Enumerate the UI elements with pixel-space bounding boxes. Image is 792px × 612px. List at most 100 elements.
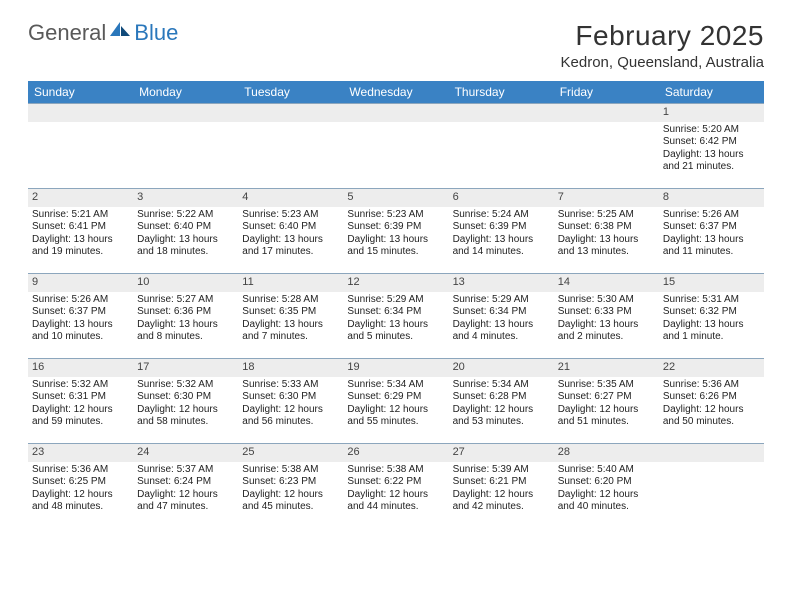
- sunset-text: Sunset: 6:35 PM: [242, 306, 339, 319]
- day-cell: 1Sunrise: 5:20 AMSunset: 6:42 PMDaylight…: [659, 104, 764, 188]
- page-header: General Blue February 2025 Kedron, Queen…: [28, 20, 764, 71]
- daylight-text: Daylight: 13 hours and 1 minute.: [663, 319, 760, 344]
- day-cell: 19Sunrise: 5:34 AMSunset: 6:29 PMDayligh…: [343, 359, 448, 443]
- daylight-text: Daylight: 13 hours and 21 minutes.: [663, 149, 760, 174]
- day-number: 20: [449, 359, 554, 377]
- sunrise-text: Sunrise: 5:22 AM: [137, 209, 234, 222]
- day-body: Sunrise: 5:28 AMSunset: 6:35 PMDaylight:…: [238, 294, 343, 348]
- week-row: 23Sunrise: 5:36 AMSunset: 6:25 PMDayligh…: [28, 443, 764, 528]
- dow-sunday: Sunday: [28, 81, 133, 103]
- day-cell: 15 Sunrise: 5:31 AMSunset: 6:32 PMDayligh…: [659, 274, 764, 358]
- sunrise-text: Sunrise: 5:35 AM: [558, 379, 655, 392]
- day-number: 11: [238, 274, 343, 292]
- daylight-text: Daylight: 13 hours and 13 minutes.: [558, 234, 655, 259]
- location-line: Kedron, Queensland, Australia: [561, 54, 764, 71]
- sunrise-text: Sunrise: 5:34 AM: [347, 379, 444, 392]
- daylight-text: Daylight: 12 hours and 50 minutes.: [663, 404, 760, 429]
- day-cell: 20 Sunrise: 5:34 AMSunset: 6:28 PMDayligh…: [449, 359, 554, 443]
- day-body: Sunrise: 5:35 AMSunset: 6:27 PMDaylight:…: [554, 379, 659, 433]
- sunrise-text: Sunrise: 5:36 AM: [32, 464, 129, 477]
- sunrise-text: Sunrise: 5:28 AM: [242, 294, 339, 307]
- sunrise-text: Sunrise: 5:23 AM: [347, 209, 444, 222]
- day-cell: [554, 104, 659, 188]
- day-cell: 11 Sunrise: 5:28 AMSunset: 6:35 PMDayligh…: [238, 274, 343, 358]
- day-number: 7: [554, 189, 659, 207]
- daylight-text: Daylight: 12 hours and 42 minutes.: [453, 489, 550, 514]
- day-body: Sunrise: 5:36 AMSunset: 6:25 PMDaylight:…: [28, 464, 133, 518]
- daylight-text: Daylight: 13 hours and 14 minutes.: [453, 234, 550, 259]
- day-number: 1: [659, 104, 764, 122]
- day-cell: 18Sunrise: 5:33 AMSunset: 6:30 PMDayligh…: [238, 359, 343, 443]
- daylight-text: Daylight: 13 hours and 10 minutes.: [32, 319, 129, 344]
- day-number: 8: [659, 189, 764, 207]
- daylight-text: Daylight: 13 hours and 8 minutes.: [137, 319, 234, 344]
- day-cell: 5Sunrise: 5:23 AMSunset: 6:39 PMDaylight…: [343, 189, 448, 273]
- sunset-text: Sunset: 6:30 PM: [242, 391, 339, 404]
- daylight-text: Daylight: 12 hours and 53 minutes.: [453, 404, 550, 429]
- day-number-empty: [28, 104, 133, 122]
- day-body: Sunrise: 5:25 AMSunset: 6:38 PMDaylight:…: [554, 209, 659, 263]
- day-cell: 21Sunrise: 5:35 AMSunset: 6:27 PMDayligh…: [554, 359, 659, 443]
- day-cell: 9Sunrise: 5:26 AMSunset: 6:37 PMDaylight…: [28, 274, 133, 358]
- dow-monday: Monday: [133, 81, 238, 103]
- day-number: 6: [449, 189, 554, 207]
- dow-friday: Friday: [554, 81, 659, 103]
- sunrise-text: Sunrise: 5:31 AM: [663, 294, 760, 307]
- day-cell: 12Sunrise: 5:29 AMSunset: 6:34 PMDayligh…: [343, 274, 448, 358]
- logo-text-general: General: [28, 20, 106, 46]
- day-cell: 28Sunrise: 5:40 AMSunset: 6:20 PMDayligh…: [554, 444, 659, 528]
- day-body: Sunrise: 5:21 AMSunset: 6:41 PMDaylight:…: [28, 209, 133, 263]
- sunset-text: Sunset: 6:40 PM: [242, 221, 339, 234]
- day-cell: 13Sunrise: 5:29 AMSunset: 6:34 PMDayligh…: [449, 274, 554, 358]
- day-number: 2: [28, 189, 133, 207]
- day-number: 12: [343, 274, 448, 292]
- day-cell: 24Sunrise: 5:37 AMSunset: 6:24 PMDayligh…: [133, 444, 238, 528]
- dow-saturday: Saturday: [659, 81, 764, 103]
- sunset-text: Sunset: 6:41 PM: [32, 221, 129, 234]
- sunrise-text: Sunrise: 5:38 AM: [347, 464, 444, 477]
- sunrise-text: Sunrise: 5:27 AM: [137, 294, 234, 307]
- day-body: Sunrise: 5:39 AMSunset: 6:21 PMDaylight:…: [449, 464, 554, 518]
- day-number: 14: [554, 274, 659, 292]
- day-cell: [238, 104, 343, 188]
- sunset-text: Sunset: 6:34 PM: [347, 306, 444, 319]
- daylight-text: Daylight: 12 hours and 47 minutes.: [137, 489, 234, 514]
- sunset-text: Sunset: 6:22 PM: [347, 476, 444, 489]
- day-body: Sunrise: 5:34 AMSunset: 6:28 PMDaylight:…: [449, 379, 554, 433]
- daylight-text: Daylight: 12 hours and 56 minutes.: [242, 404, 339, 429]
- daylight-text: Daylight: 12 hours and 48 minutes.: [32, 489, 129, 514]
- day-cell: 27 Sunrise: 5:39 AMSunset: 6:21 PMDayligh…: [449, 444, 554, 528]
- day-number: 15: [659, 274, 764, 292]
- week-row: 2 Sunrise: 5:21 AMSunset: 6:41 PMDaylight…: [28, 188, 764, 273]
- week-row: 16Sunrise: 5:32 AMSunset: 6:31 PMDayligh…: [28, 358, 764, 443]
- day-body: Sunrise: 5:26 AMSunset: 6:37 PMDaylight:…: [28, 294, 133, 348]
- day-number: 18: [238, 359, 343, 377]
- day-number-empty: [449, 104, 554, 122]
- sunrise-text: Sunrise: 5:30 AM: [558, 294, 655, 307]
- dow-tuesday: Tuesday: [238, 81, 343, 103]
- daylight-text: Daylight: 12 hours and 58 minutes.: [137, 404, 234, 429]
- daylight-text: Daylight: 12 hours and 40 minutes.: [558, 489, 655, 514]
- daylight-text: Daylight: 12 hours and 51 minutes.: [558, 404, 655, 429]
- sunset-text: Sunset: 6:34 PM: [453, 306, 550, 319]
- day-cell: 17Sunrise: 5:32 AMSunset: 6:30 PMDayligh…: [133, 359, 238, 443]
- day-body: Sunrise: 5:31 AMSunset: 6:32 PMDaylight:…: [659, 294, 764, 348]
- sunset-text: Sunset: 6:40 PM: [137, 221, 234, 234]
- day-cell: [659, 444, 764, 528]
- daylight-text: Daylight: 13 hours and 17 minutes.: [242, 234, 339, 259]
- sunrise-text: Sunrise: 5:29 AM: [347, 294, 444, 307]
- logo: General Blue: [28, 20, 178, 46]
- day-number: 27: [449, 444, 554, 462]
- day-body: Sunrise: 5:32 AMSunset: 6:31 PMDaylight:…: [28, 379, 133, 433]
- sunrise-text: Sunrise: 5:37 AM: [137, 464, 234, 477]
- day-cell: 4Sunrise: 5:23 AMSunset: 6:40 PMDaylight…: [238, 189, 343, 273]
- sunset-text: Sunset: 6:33 PM: [558, 306, 655, 319]
- sunrise-text: Sunrise: 5:26 AM: [663, 209, 760, 222]
- day-cell: [133, 104, 238, 188]
- sunset-text: Sunset: 6:36 PM: [137, 306, 234, 319]
- day-cell: 16Sunrise: 5:32 AMSunset: 6:31 PMDayligh…: [28, 359, 133, 443]
- day-number: 13: [449, 274, 554, 292]
- day-cell: 23Sunrise: 5:36 AMSunset: 6:25 PMDayligh…: [28, 444, 133, 528]
- sunrise-text: Sunrise: 5:23 AM: [242, 209, 339, 222]
- day-cell: 25Sunrise: 5:38 AMSunset: 6:23 PMDayligh…: [238, 444, 343, 528]
